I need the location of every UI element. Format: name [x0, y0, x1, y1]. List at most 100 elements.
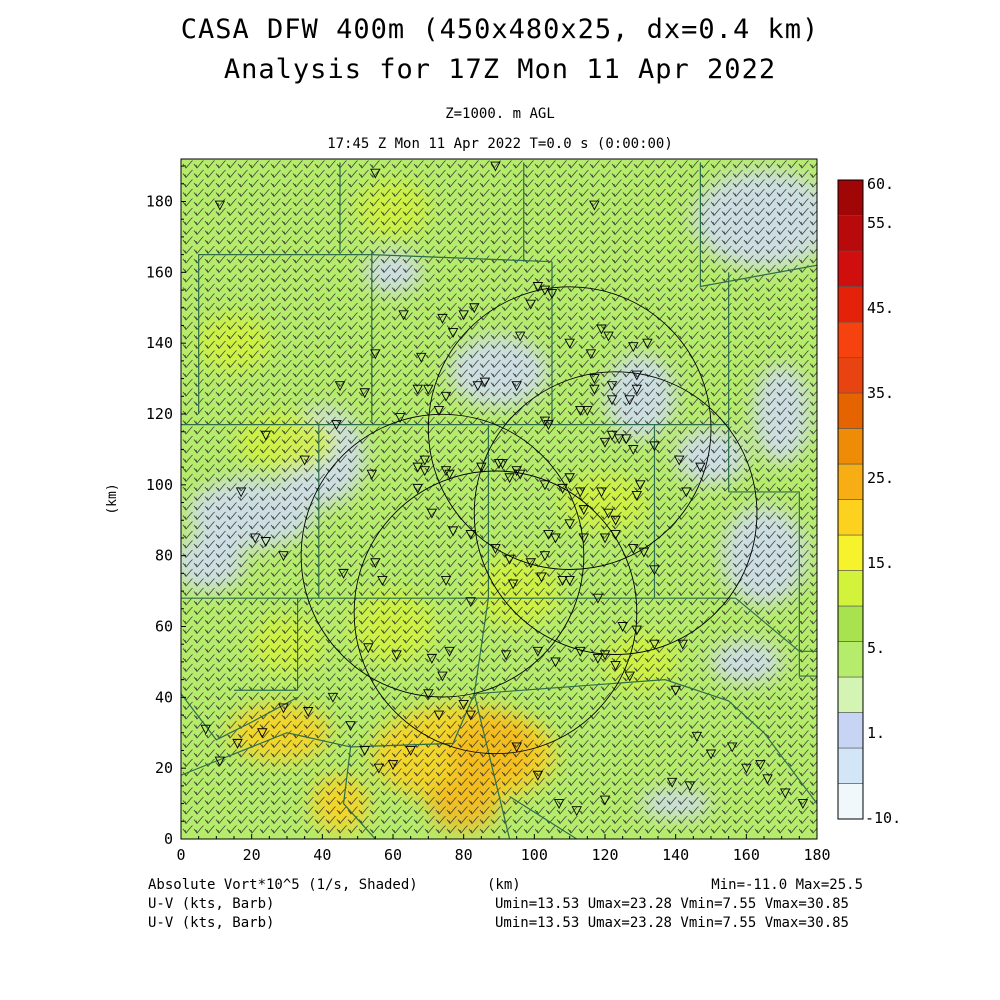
station-marker: [666, 777, 678, 788]
station-marker: [575, 487, 586, 498]
station-marker: [370, 168, 381, 179]
y-tick-label: 80: [155, 547, 173, 565]
station-marker: [260, 537, 272, 547]
station-marker: [405, 746, 416, 756]
station-marker: [200, 724, 211, 735]
station-marker: [543, 529, 554, 540]
station-marker: [571, 806, 582, 817]
station-marker: [426, 653, 438, 664]
station-marker: [673, 455, 685, 466]
title-line-1: CASA DFW 400m (450x480x25, dx=0.4 km): [180, 14, 820, 45]
x-axis-ticks: 0 20 40 60 80 100 120 140 160 180: [176, 834, 831, 864]
station-marker: [500, 650, 512, 661]
x-tick-label: 100: [521, 846, 548, 864]
station-marker: [447, 526, 459, 537]
station-marker: [695, 462, 706, 473]
station-marker: [447, 328, 459, 339]
radar-ring-3: [473, 371, 758, 655]
station-marker: [426, 508, 438, 519]
station-marker: [511, 381, 522, 392]
station-marker: [465, 597, 476, 608]
station-marker: [532, 770, 544, 781]
county-line-24: [509, 795, 578, 839]
y-tick-label: 120: [146, 405, 173, 423]
station-marker: [550, 533, 561, 544]
time-label: 17:45 Z Mon 11 Apr 2022 T=0.0 s (0:00:00…: [327, 136, 673, 152]
station-marker: [564, 519, 575, 530]
colorbar-label: -10.: [865, 809, 901, 827]
station-marker: [419, 455, 431, 466]
station-marker: [670, 685, 681, 696]
colorbar-swatch: [837, 179, 864, 216]
station-marker: [755, 760, 766, 771]
station-marker: [628, 444, 639, 455]
colorbar-swatch: [837, 747, 864, 784]
county-line-17: [181, 693, 298, 741]
colorbar-swatch: [837, 215, 864, 252]
station-marker: [610, 529, 621, 540]
station-marker: [610, 661, 621, 671]
radar-ring-1: [353, 470, 638, 755]
station-marker: [235, 487, 247, 498]
station-marker: [469, 303, 480, 314]
shading-blob-24: [428, 775, 499, 832]
station-marker: [391, 650, 402, 661]
colorbar-swatch: [837, 641, 864, 678]
shading-blob-5: [693, 169, 817, 269]
station-marker: [479, 377, 491, 388]
station-marker: [557, 576, 568, 586]
county-line-25: [342, 746, 376, 839]
station-marker: [557, 483, 568, 494]
x-axis-label: (km): [487, 877, 521, 893]
colorbar-swatch: [837, 428, 864, 465]
station-marker: [553, 799, 565, 810]
colorbar-swatch: [837, 783, 864, 820]
station-marker: [599, 533, 611, 544]
station-marker: [589, 374, 600, 385]
station-marker: [603, 331, 614, 342]
colorbar-label: 45.: [867, 299, 894, 317]
station-marker: [705, 749, 717, 760]
station-marker: [726, 742, 738, 753]
station-marker: [603, 508, 614, 519]
station-marker: [278, 551, 289, 562]
county-line-21: [473, 598, 489, 694]
title-line-2: Analysis for 17Z Mon 11 Apr 2022: [223, 54, 777, 85]
station-marker: [564, 338, 575, 349]
station-marker: [564, 473, 575, 484]
station-marker: [260, 430, 272, 441]
shading-blob-10: [711, 640, 782, 684]
colorbar-swatch: [837, 605, 864, 642]
station-marker: [465, 529, 476, 540]
station-marker: [628, 342, 639, 353]
station-marker: [493, 459, 505, 470]
station-marker: [338, 568, 349, 579]
shading-blob-23: [449, 715, 535, 786]
colorbar-label: 5.: [867, 639, 885, 657]
station-marker: [458, 699, 469, 710]
y-axis-label: (km): [105, 483, 120, 514]
shading-blob-11: [640, 789, 712, 818]
y-tick-label: 160: [146, 263, 173, 281]
station-marker: [589, 200, 600, 211]
station-marker: [631, 384, 643, 395]
y-axis-ticks: 0 20 40 60 80 100 120 140 160 180: [146, 165, 186, 848]
wind-barbs: [182, 160, 817, 834]
station-marker: [592, 593, 604, 604]
station-marker: [596, 487, 607, 498]
station-marker: [416, 352, 427, 363]
station-marker: [543, 420, 554, 431]
station-marker: [412, 384, 423, 395]
colorbar-swatch: [837, 392, 864, 429]
station-marker: [490, 544, 501, 555]
colorbar-swatch: [837, 321, 864, 358]
vector1-stats: Umin=13.53 Umax=23.28 Vmin=7.55 Vmax=30.…: [494, 896, 849, 912]
station-marker: [299, 455, 310, 466]
station-marker: [691, 731, 703, 742]
station-marker: [370, 349, 381, 360]
station-marker: [599, 795, 611, 806]
station-marker: [631, 370, 643, 381]
county-line-16: [728, 491, 817, 677]
station-marker: [525, 558, 537, 569]
shading-blob-6: [721, 506, 807, 606]
